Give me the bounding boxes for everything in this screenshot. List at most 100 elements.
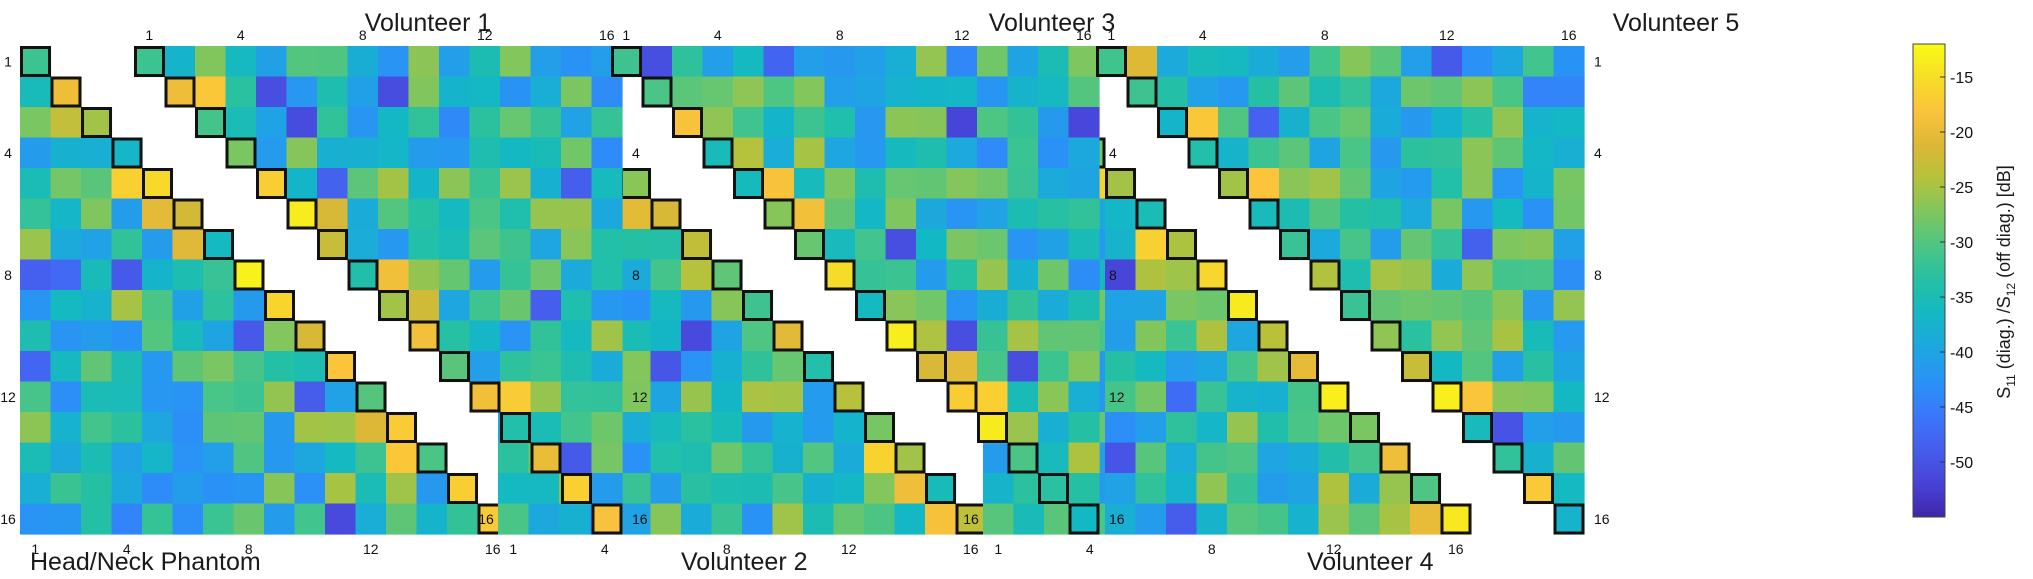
heatmap-cell: [50, 168, 82, 200]
heatmap-cell: [498, 503, 530, 535]
diagonal-outline: [1096, 46, 1127, 77]
heatmap-cell: [20, 503, 52, 535]
heatmap-cell: [1196, 290, 1228, 322]
heatmap-cell: [500, 198, 532, 230]
heatmap-cell: [1038, 76, 1070, 108]
heatmap-cell: [347, 137, 379, 169]
heatmap-cell: [347, 76, 379, 108]
heatmap-cell: [925, 503, 957, 535]
heatmap-cell: [347, 168, 379, 200]
diagonal-outline: [203, 229, 234, 260]
heatmap-cell: [1038, 168, 1070, 200]
heatmap-cell: [1038, 259, 1070, 291]
diagonal-cell: [1410, 473, 1442, 505]
column-tick-label: 8: [836, 27, 844, 43]
diagonal-cell: [1218, 168, 1250, 200]
row-tick-label: 16: [0, 511, 16, 527]
heatmap-cell: [711, 473, 743, 505]
heatmap-cell: [977, 76, 1009, 108]
diagonal-cell: [885, 320, 917, 352]
diagonal-outline: [1038, 473, 1069, 504]
heatmap-cell: [772, 381, 804, 413]
heatmap-cell: [469, 46, 501, 78]
heatmap-cell: [500, 259, 532, 291]
diagonal-outline: [233, 259, 265, 291]
heatmap-cell: [1218, 137, 1250, 169]
heatmap-cell: [946, 198, 978, 230]
heatmap-cell: [317, 76, 349, 108]
heatmap-cell: [355, 503, 387, 535]
heatmap-cell: [946, 46, 978, 78]
heatmap-cell: [1340, 46, 1372, 78]
heatmap-cell: [1038, 442, 1070, 474]
heatmap-cell: [1492, 412, 1524, 444]
heatmap-cell: [256, 137, 288, 169]
diagonal-outline: [1349, 412, 1380, 443]
heatmap-cell: [591, 168, 623, 200]
heatmap-cell: [1068, 229, 1100, 261]
diagonal-cell: [561, 473, 593, 505]
diagonal-outline: [885, 320, 917, 352]
column-tick-label: 4: [1086, 541, 1094, 557]
heatmap-cell: [1553, 229, 1585, 261]
diagonal-outline: [711, 259, 743, 291]
heatmap-cell: [946, 320, 978, 352]
row-tick-label: 4: [1594, 145, 1602, 161]
heatmap-cell: [824, 198, 856, 230]
heatmap-cell: [681, 442, 713, 474]
diagonal-outline: [1126, 76, 1158, 108]
diagonal-cell: [1288, 351, 1320, 383]
heatmap-cell: [469, 137, 501, 169]
heatmap-cell: [469, 290, 501, 322]
heatmap-cell: [1523, 168, 1555, 200]
diagonal-cell: [833, 381, 865, 413]
heatmap-cell: [294, 412, 326, 444]
heatmap-cell: [325, 412, 357, 444]
diagonal-outline: [681, 229, 712, 260]
row-tick-label: 4: [1109, 145, 1117, 161]
diagonal-cell: [530, 442, 562, 474]
heatmap-cell: [1553, 473, 1585, 505]
diagonal-outline: [1068, 503, 1100, 535]
heatmap-cell: [20, 229, 52, 261]
heatmap-cell: [203, 290, 235, 322]
row-tick-label: 4: [632, 145, 640, 161]
diagonal-cell: [803, 351, 835, 383]
heatmap-cell: [225, 76, 257, 108]
heatmap-cell: [20, 320, 52, 352]
diagonal-cell: [1096, 46, 1128, 78]
diagonal-outline: [1553, 503, 1585, 535]
diagonal-cell: [794, 229, 826, 261]
heatmap-cell: [1007, 76, 1039, 108]
heatmap-cell: [1166, 473, 1198, 505]
heatmap-cell: [1279, 198, 1311, 230]
diagonal-cell: [1157, 107, 1189, 139]
heatmap-cell: [946, 351, 978, 383]
heatmap-cell: [439, 198, 471, 230]
diagonal-outline: [1105, 168, 1136, 199]
heatmap-cell: [81, 381, 113, 413]
heatmap-cell: [824, 76, 856, 108]
heatmap-cell: [772, 412, 804, 444]
heatmap-cell: [408, 229, 440, 261]
heatmap-cell: [111, 168, 143, 200]
heatmap-cell: [946, 107, 978, 139]
heatmap-cell: [1166, 381, 1198, 413]
heatmap-cell: [824, 137, 856, 169]
heatmap-cell: [1166, 259, 1198, 291]
diagonal-cell: [611, 46, 643, 78]
heatmap-cell: [469, 168, 501, 200]
heatmap-cell: [1038, 107, 1070, 139]
heatmap-cell: [81, 503, 113, 535]
heatmap-cell: [81, 229, 113, 261]
heatmap-cell: [1462, 76, 1494, 108]
heatmap-cell: [286, 137, 318, 169]
heatmap-cell: [855, 229, 887, 261]
diagonal-cell: [864, 412, 896, 444]
row-tick-label: 8: [4, 267, 12, 283]
row-tick-label: 16: [1594, 511, 1610, 527]
heatmap-cell: [111, 503, 143, 535]
diagonal-cell: [81, 107, 113, 139]
heatmap-cell: [20, 137, 52, 169]
heatmap-cell: [1553, 76, 1585, 108]
